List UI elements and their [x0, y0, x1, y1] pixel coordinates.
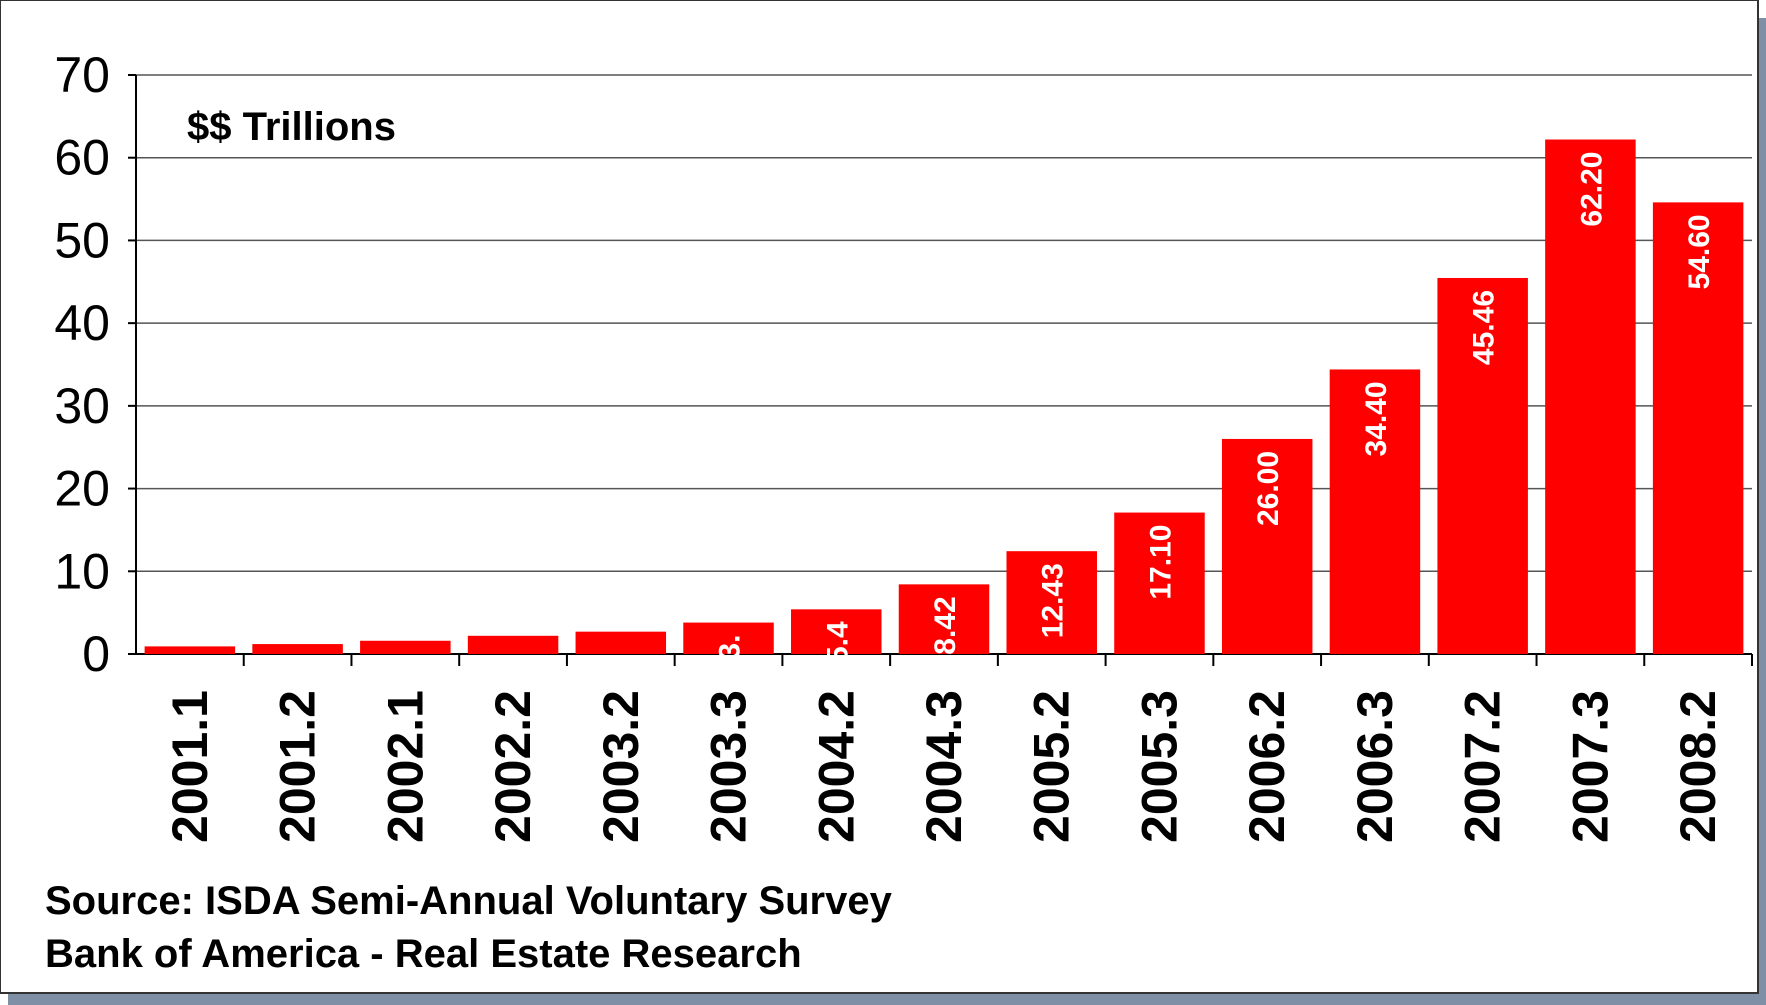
credit-note: Bank of America - Real Estate Research — [45, 932, 802, 976]
y-tick-label: 10 — [54, 543, 110, 599]
y-tick-label: 60 — [54, 130, 110, 186]
data-label: 12.43 — [1037, 563, 1070, 638]
bar — [1652, 202, 1744, 654]
bar — [1006, 551, 1097, 654]
data-label: 45.46 — [1468, 290, 1501, 365]
bar — [791, 609, 882, 654]
x-tick-label: 2001.2 — [270, 690, 326, 843]
source-note: Source: ISDA Semi-Annual Voluntary Surve… — [45, 879, 893, 923]
bar — [252, 644, 343, 654]
y-tick-label: 0 — [82, 626, 110, 682]
data-label: 17.10 — [1144, 525, 1177, 600]
data-label: 3. — [714, 635, 747, 660]
x-tick-label: 2003.3 — [701, 690, 757, 843]
y-tick-label: 30 — [54, 378, 110, 434]
x-tick-label: 2002.2 — [485, 690, 541, 843]
bar — [360, 640, 451, 654]
bar — [1221, 438, 1313, 654]
data-labels: 3. 5.4 8.42 12.43 17.10 26.00 34.40 45.46 62.20 5… — [714, 152, 1717, 664]
bar — [1114, 512, 1205, 654]
y-tick-label: 70 — [54, 47, 110, 103]
x-tick-label: 2002.1 — [377, 690, 433, 843]
data-label: 62.20 — [1575, 152, 1608, 227]
x-tick-label: 2007.3 — [1562, 690, 1618, 843]
x-tick-label: 2005.3 — [1131, 690, 1187, 843]
x-tick-label: 2004.3 — [916, 690, 972, 843]
data-label: 26.00 — [1252, 451, 1285, 526]
bar — [683, 622, 774, 654]
data-label: 8.42 — [929, 596, 962, 654]
unit-label: $$ Trillions — [187, 105, 396, 149]
x-tick-label: 2004.2 — [808, 690, 864, 843]
bar — [898, 584, 990, 654]
x-tick-label: 2008.2 — [1670, 690, 1726, 843]
bars — [144, 139, 1744, 654]
x-tick-label: 2006.3 — [1347, 690, 1403, 843]
y-tick-label: 20 — [54, 461, 110, 517]
bar — [467, 635, 559, 654]
x-tick-label: 2006.2 — [1239, 690, 1295, 843]
y-tick-label: 40 — [54, 295, 110, 351]
data-label: 5.4 — [821, 621, 854, 663]
x-tick-label: 2007.2 — [1455, 690, 1511, 843]
data-label: 54.60 — [1683, 214, 1716, 289]
x-tick-label: 2001.1 — [162, 690, 218, 843]
bar — [575, 631, 667, 654]
bar — [144, 646, 236, 654]
x-tick-label: 2003.2 — [593, 690, 649, 843]
bar — [1329, 369, 1421, 654]
bar — [1545, 139, 1636, 654]
data-label: 34.40 — [1360, 381, 1393, 456]
y-tick-label: 50 — [54, 212, 110, 268]
bar — [1437, 277, 1528, 654]
x-tick-label: 2005.2 — [1024, 690, 1080, 843]
